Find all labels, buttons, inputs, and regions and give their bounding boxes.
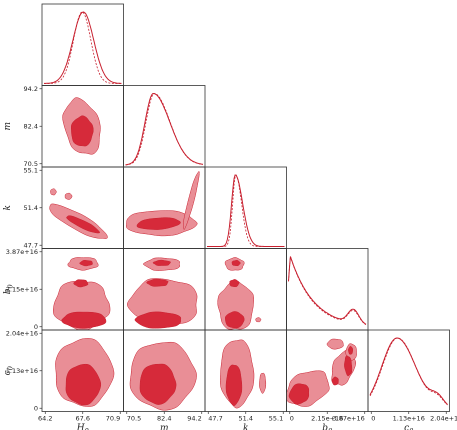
axis-label: b0 [3, 284, 15, 294]
y-tick-label: 55.1 [24, 167, 38, 175]
outer-contour-1 [183, 171, 200, 230]
solid-marginal-line-4 [369, 337, 448, 405]
y-tick-label: 70.5 [24, 160, 38, 168]
axis-label: H0 [76, 424, 89, 430]
contour-panel-2-3 [204, 248, 287, 331]
x-tick-label: 0 [371, 415, 375, 423]
panel-frame [286, 248, 369, 331]
y-tick-label: 51.4 [24, 204, 38, 212]
x-tick-label: 70.9 [106, 415, 120, 423]
x-tick-label: 3.87e+16 [333, 415, 365, 423]
outer-contour-1 [50, 188, 57, 196]
axis-label: k [243, 424, 248, 430]
contour-panel-1-4 [123, 329, 206, 412]
contour-panel-0-2 [41, 166, 124, 249]
inner-contour-1 [146, 278, 169, 287]
dashed-marginal-line-3 [288, 256, 367, 325]
marginal-panel-3 [286, 248, 369, 331]
inner-contour-0 [134, 311, 182, 329]
solid-marginal-line-1 [125, 92, 204, 166]
marginal-panel-0 [41, 3, 124, 86]
panel-frame [41, 3, 124, 86]
x-tick-label: 64.2 [38, 415, 52, 423]
axis-label: b0 [322, 424, 332, 430]
x-tick-label: 0 [290, 415, 294, 423]
inner-contour-0 [66, 215, 100, 234]
x-tick-label: 1.13e+16 [393, 415, 425, 423]
contour-panel-1-2 [123, 166, 206, 249]
x-tick-label: 51.4 [239, 415, 253, 423]
contour-panel-0-3 [41, 248, 124, 331]
y-tick-label: 0 [34, 405, 38, 413]
axis-label: m [160, 424, 169, 430]
solid-marginal-line-2 [207, 174, 285, 247]
inner-contour-0 [139, 363, 177, 405]
y-tick-label: 0 [34, 323, 38, 331]
inner-contour-3 [348, 345, 353, 355]
axis-label: k [3, 205, 13, 210]
axis-label: c0 [3, 366, 15, 375]
panel-frame [204, 166, 287, 249]
inner-contour-0 [136, 217, 181, 230]
inner-contour-1 [344, 355, 353, 377]
inner-contour-2 [231, 260, 241, 267]
x-tick-label: 2.04e+16 [430, 415, 457, 423]
outer-contour-2 [64, 192, 73, 200]
y-tick-label: 47.7 [24, 242, 38, 250]
inner-contour-2 [79, 260, 93, 267]
marginal-panel-2 [204, 166, 287, 249]
inner-contour-2 [152, 259, 171, 266]
y-tick-label: 2.15e+16 [6, 286, 38, 294]
y-tick-label: 94.2 [24, 85, 38, 93]
dashed-marginal-line-0 [44, 11, 122, 84]
inner-contour-0 [70, 115, 94, 147]
panel-frame [123, 166, 206, 249]
axis-label: m [3, 122, 13, 131]
contour-panel-3-4 [286, 329, 369, 412]
y-tick-label: 3.87e+16 [6, 248, 38, 256]
dashed-marginal-line-2 [207, 174, 285, 247]
dashed-marginal-line-4 [369, 337, 448, 406]
marginal-panel-1 [123, 85, 206, 168]
contour-panel-0-4 [41, 329, 124, 412]
inner-contour-0 [65, 363, 102, 406]
contour-panel-0-1 [41, 85, 124, 168]
marginal-panel-4 [367, 329, 450, 412]
x-tick-label: 2.15e+16 [311, 415, 343, 423]
contour-panel-1-3 [123, 248, 206, 331]
y-tick-label: 1.13e+16 [6, 367, 38, 375]
outer-contour-1 [259, 372, 267, 394]
x-tick-label: 47.7 [208, 415, 222, 423]
inner-contour-1 [229, 279, 240, 288]
outer-contour-2 [326, 338, 344, 350]
x-tick-label: 67.6 [76, 415, 90, 423]
x-tick-label: 55.1 [269, 415, 283, 423]
y-tick-label: 2.04e+16 [6, 330, 38, 338]
x-tick-label: 94.2 [187, 415, 201, 423]
contour-panel-2-4 [204, 329, 287, 412]
outer-contour-2 [255, 317, 262, 323]
inner-contour-0 [225, 364, 243, 406]
inner-contour-0 [288, 383, 310, 405]
y-tick-label: 82.4 [24, 123, 38, 131]
axis-label: c0 [404, 424, 413, 430]
inner-contour-2 [331, 376, 339, 386]
inner-contour-1 [73, 279, 89, 288]
dashed-marginal-line-1 [125, 93, 204, 166]
solid-marginal-line-0 [44, 11, 122, 84]
x-tick-label: 70.5 [127, 415, 141, 423]
x-tick-label: 82.4 [157, 415, 171, 423]
inner-contour-0 [61, 311, 107, 329]
panel-frame [123, 85, 206, 168]
inner-contour-0 [225, 311, 245, 329]
